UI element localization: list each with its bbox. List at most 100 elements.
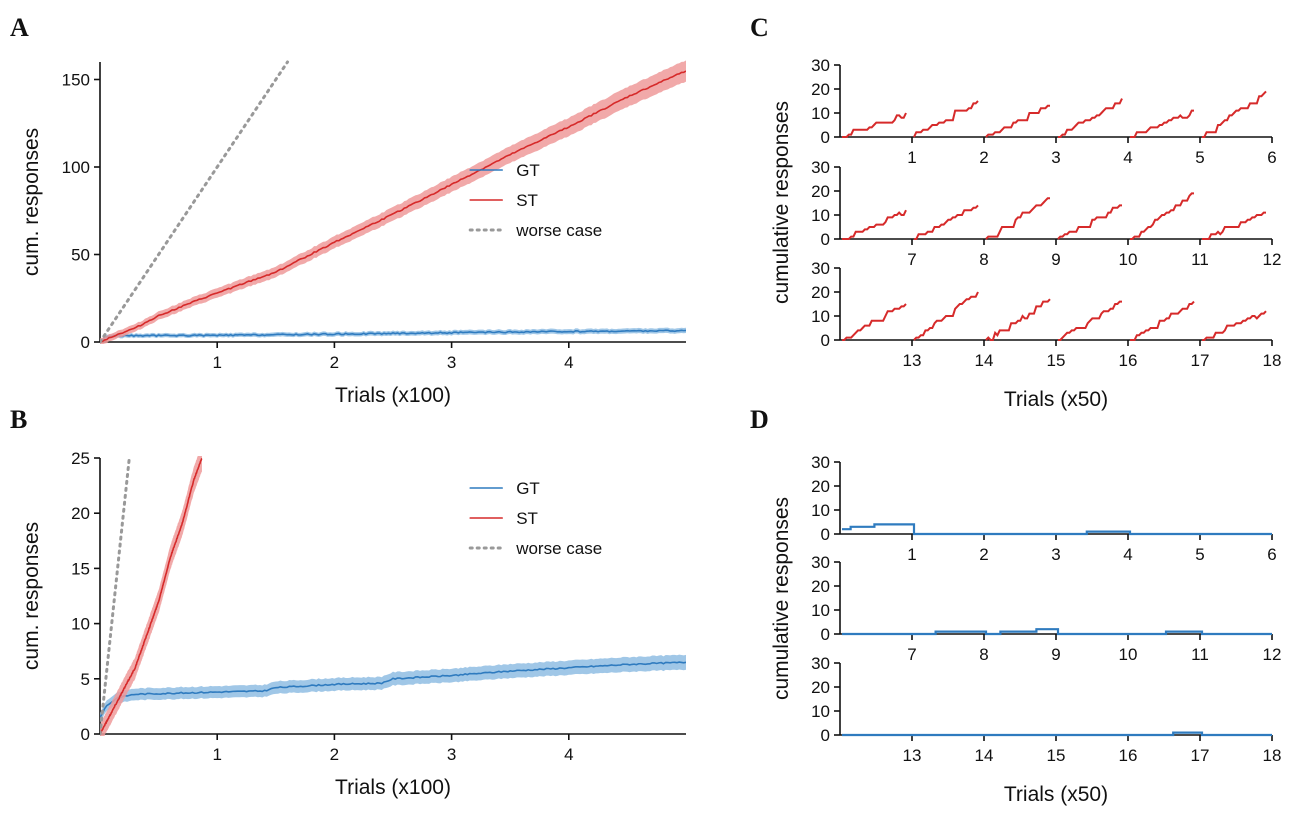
- x-tick-label: 15: [1047, 746, 1066, 765]
- x-tick-label: 2: [330, 353, 339, 372]
- x-tick-label: 13: [903, 746, 922, 765]
- st-block-line: [1130, 109, 1194, 138]
- x-tick-label: 11: [1191, 645, 1209, 664]
- panel-b-chart: 0 5 10 15 20 25 1 2 3 4 Trials (x100) cum. response…: [20, 449, 686, 799]
- y-tick-label: 10: [71, 615, 90, 634]
- st-block-line: [985, 298, 1051, 341]
- st-block-line: [1130, 192, 1194, 240]
- gt-error-band: [100, 654, 686, 723]
- x-tick-label: 1: [212, 353, 221, 372]
- x-tick-label: 12: [1263, 645, 1282, 664]
- y-axis-label: cumulative responses: [770, 497, 793, 700]
- y-tick-label: 5: [81, 670, 90, 689]
- y-tick-label: 10: [811, 307, 830, 326]
- st-block-line: [1057, 204, 1122, 240]
- y-tick-label: 15: [71, 559, 90, 578]
- x-tick-label: 1: [907, 148, 916, 167]
- y-tick-label: 10: [811, 702, 830, 721]
- y-tick-label: 0: [821, 128, 830, 147]
- y-tick-label: 0: [821, 331, 830, 350]
- x-tick-label: 10: [1119, 250, 1138, 269]
- st-block-line: [913, 100, 979, 138]
- st-block-line: [985, 104, 1050, 138]
- x-axis-label: Trials (x100): [335, 384, 451, 407]
- x-tick-label: 16: [1119, 351, 1138, 370]
- x-tick-label: 4: [1123, 545, 1132, 564]
- st-block-line: [913, 291, 979, 341]
- x-tick-label: 5: [1195, 545, 1204, 564]
- x-tick-label: 17: [1191, 351, 1210, 370]
- panel-letter-a: A: [10, 13, 29, 42]
- worse-case-line: [100, 60, 290, 344]
- y-tick-label: 50: [71, 246, 90, 265]
- y-tick-label: 20: [811, 678, 830, 697]
- y-tick-label: 20: [811, 182, 830, 201]
- x-tick-label: 2: [979, 148, 988, 167]
- x-tick-label: 5: [1195, 148, 1204, 167]
- y-tick-label: 0: [821, 625, 830, 644]
- y-tick-label: 30: [811, 56, 830, 75]
- y-tick-label: 0: [821, 230, 830, 249]
- x-axis-label: Trials (x100): [335, 776, 451, 799]
- y-tick-label: 150: [62, 71, 90, 90]
- st-block-line: [1130, 300, 1195, 341]
- x-tick-label: 3: [447, 353, 456, 372]
- gt-line: [100, 329, 686, 343]
- y-tick-label: 30: [811, 158, 830, 177]
- y-tick-label: 100: [62, 158, 90, 177]
- x-tick-label: 11: [1191, 250, 1209, 269]
- x-tick-label: 7: [907, 645, 916, 664]
- y-axis-label: cumulative responses: [770, 101, 793, 304]
- st-block-line: [1058, 98, 1123, 138]
- x-tick-label: 10: [1119, 645, 1138, 664]
- worse-case-line: [100, 456, 131, 736]
- x-tick-label: 4: [1123, 148, 1132, 167]
- x-tick-label: 1: [212, 745, 221, 764]
- gt-block-line: [842, 523, 1272, 536]
- legend-label: GT: [516, 161, 540, 180]
- y-tick-label: 30: [811, 259, 830, 278]
- x-tick-label: 18: [1263, 746, 1282, 765]
- x-tick-label: 17: [1191, 746, 1210, 765]
- gt-line: [100, 661, 686, 718]
- st-block-line: [1202, 310, 1267, 341]
- x-tick-label: 15: [1047, 351, 1066, 370]
- x-tick-label: 12: [1263, 250, 1282, 269]
- legend-label: GT: [516, 479, 540, 498]
- y-tick-label: 10: [811, 501, 830, 520]
- x-tick-label: 14: [975, 351, 994, 370]
- x-tick-label: 1: [907, 545, 916, 564]
- plot-area: [100, 456, 686, 736]
- st-block-line: [842, 209, 907, 240]
- x-axis-label: Trials (x50): [1004, 388, 1108, 411]
- x-tick-label: 7: [907, 250, 916, 269]
- x-tick-label: 8: [979, 645, 988, 664]
- y-tick-label: 0: [821, 726, 830, 745]
- gt-block-line: [842, 731, 1272, 737]
- x-tick-label: 3: [1051, 545, 1060, 564]
- panel-letter-d: D: [750, 405, 769, 434]
- y-tick-label: 0: [81, 725, 90, 744]
- st-block-line: [1058, 300, 1122, 341]
- st-error-band: [100, 60, 686, 344]
- y-tick-label: 30: [811, 553, 830, 572]
- y-tick-label: 0: [821, 525, 830, 544]
- legend-label: worse case: [515, 539, 602, 558]
- y-tick-label: 20: [811, 477, 830, 496]
- st-block-line: [1202, 90, 1267, 138]
- y-axis-label: cum. responses: [20, 522, 43, 670]
- x-axis-label: Trials (x50): [1004, 783, 1108, 806]
- st-block-line: [985, 197, 1050, 240]
- x-tick-label: 6: [1267, 545, 1276, 564]
- y-tick-label: 0: [81, 333, 90, 352]
- x-tick-label: 9: [1051, 250, 1060, 269]
- panel-letter-b: B: [10, 405, 27, 434]
- st-block-line: [842, 112, 907, 138]
- x-tick-label: 18: [1263, 351, 1282, 370]
- panel-letter-c: C: [750, 13, 769, 42]
- legend-label: ST: [516, 191, 538, 210]
- plot-area: [100, 60, 686, 344]
- legend-label: ST: [516, 509, 538, 528]
